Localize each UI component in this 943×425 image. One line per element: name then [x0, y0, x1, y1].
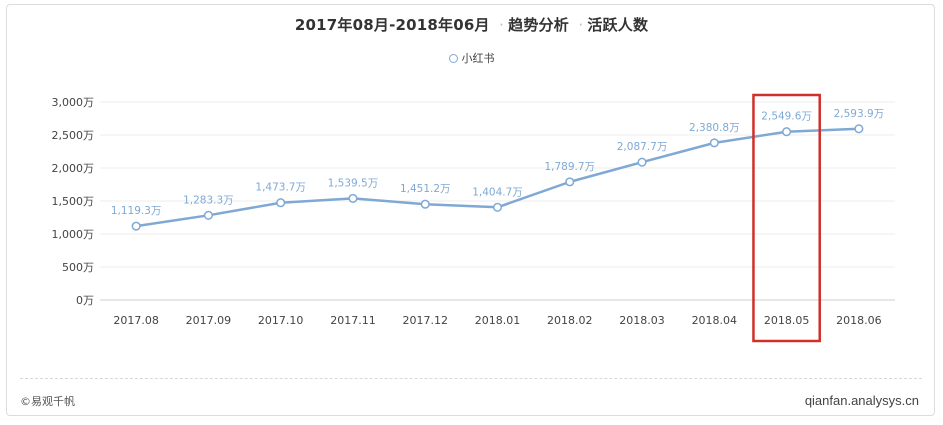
data-label: 1,119.3万 — [111, 205, 162, 217]
x-tick-label: 2017.12 — [402, 314, 448, 327]
data-point — [203, 210, 213, 220]
legend-label: 小红书 — [461, 52, 495, 65]
data-label: 1,404.7万 — [472, 186, 523, 198]
y-tick-label: 500万 — [62, 261, 94, 274]
footer-copyright: ©易观千帆 — [20, 395, 75, 408]
footer-site: qianfan.analysys.cn — [804, 393, 919, 408]
y-tick-label: 0万 — [76, 294, 94, 307]
x-tick-label: 2017.09 — [186, 314, 232, 327]
data-point — [565, 177, 575, 187]
x-tick-label: 2018.05 — [764, 314, 810, 327]
x-tick-label: 2018.01 — [475, 314, 521, 327]
data-label: 1,789.7万 — [544, 161, 595, 173]
x-tick-label: 2018.03 — [619, 314, 665, 327]
data-label: 1,539.5万 — [328, 177, 379, 189]
legend-marker-icon — [448, 54, 458, 63]
data-point — [420, 199, 430, 209]
title-separator-2: · — [578, 16, 584, 34]
data-point — [782, 127, 792, 137]
data-label: 2,593.9万 — [834, 108, 885, 120]
chart-title: 2017年08月-2018年06月 · 趋势分析 · 活跃人数 — [0, 14, 943, 35]
x-tick-label: 2017.10 — [258, 314, 304, 327]
data-point — [131, 221, 141, 231]
title-date-range: 2017年08月-2018年06月 — [294, 16, 490, 34]
chart-legend[interactable]: 小红书 — [0, 50, 943, 66]
data-label: 1,473.7万 — [255, 182, 306, 194]
title-separator-1: · — [499, 16, 505, 34]
x-tick-label: 2018.02 — [547, 314, 593, 327]
data-point — [637, 157, 647, 167]
y-tick-label: 3,000万 — [52, 96, 95, 109]
data-point — [276, 198, 286, 208]
y-tick-label: 1,500万 — [52, 195, 95, 208]
data-label: 2,087.7万 — [617, 141, 668, 153]
data-point — [854, 124, 864, 134]
data-label: 2,380.8万 — [689, 122, 740, 134]
chart-frame — [6, 4, 935, 416]
y-tick-label: 2,500万 — [52, 129, 95, 142]
data-label: 2,549.6万 — [761, 111, 812, 123]
x-tick-label: 2017.11 — [330, 314, 376, 327]
footer-divider — [20, 378, 922, 379]
x-tick-label: 2018.04 — [692, 314, 738, 327]
highlight-box — [752, 93, 821, 343]
title-part-metric: 活跃人数 — [587, 16, 649, 34]
y-tick-label: 1,000万 — [52, 228, 95, 241]
data-label: 1,451.2万 — [400, 183, 451, 195]
title-part-trend: 趋势分析 — [508, 16, 569, 34]
x-tick-label: 2018.06 — [836, 314, 882, 327]
x-tick-label: 2017.08 — [113, 314, 159, 327]
y-tick-label: 2,000万 — [52, 162, 95, 175]
data-point — [348, 193, 358, 203]
data-point — [492, 202, 503, 212]
data-point — [709, 138, 719, 148]
data-label: 1,283.3万 — [183, 194, 234, 206]
